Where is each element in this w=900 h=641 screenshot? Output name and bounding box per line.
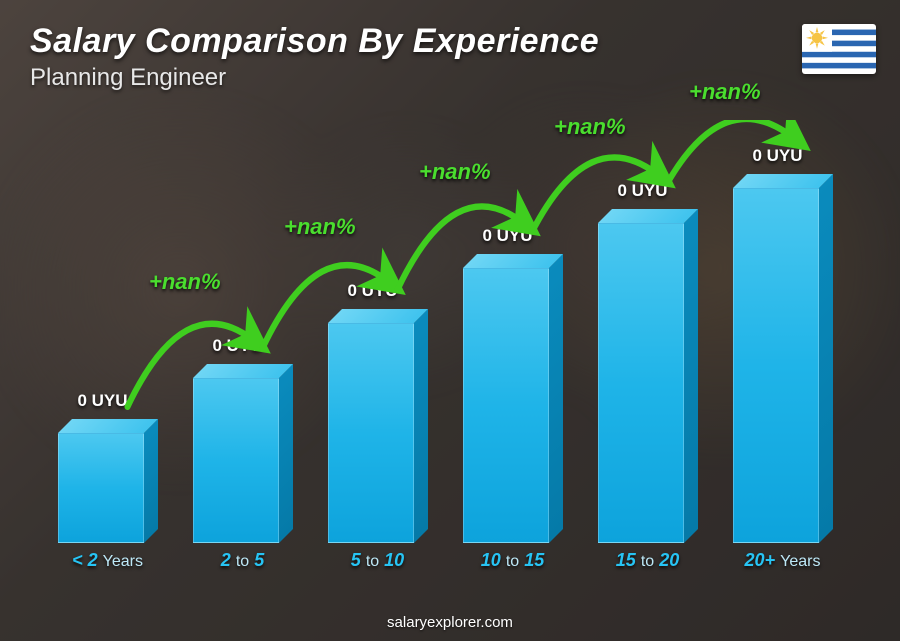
chart-subtitle: Planning Engineer (30, 64, 226, 92)
bar-3d (328, 323, 428, 543)
bar-3d (598, 223, 698, 543)
bar: 0 UYU (728, 188, 838, 543)
x-axis-label: 20+ Years (728, 550, 838, 571)
bar-3d (193, 378, 293, 543)
x-axis-label: < 2 Years (53, 550, 163, 571)
bar-chart: 0 UYU0 UYU0 UYU0 UYU0 UYU0 UYU +nan%+nan… (40, 120, 850, 571)
x-axis-label: 15 to 20 (593, 550, 703, 571)
bar-3d (733, 188, 833, 543)
chart-canvas: Salary Comparison By Experience Planning… (0, 0, 900, 641)
bar: 0 UYU (593, 223, 703, 543)
chart-title: Salary Comparison By Experience (30, 22, 599, 61)
bar-3d (463, 268, 563, 543)
bar-value-label: 0 UYU (718, 146, 838, 166)
country-flag-uruguay (802, 24, 876, 74)
bar: 0 UYU (458, 268, 568, 543)
bar: 0 UYU (323, 323, 433, 543)
bar-3d (58, 433, 158, 543)
x-axis-labels: < 2 Years 2 to 5 5 to 10 10 to 15 15 to 20 20… (40, 550, 850, 571)
flag-svg (802, 24, 876, 74)
bar: 0 UYU (188, 378, 298, 543)
bar-value-label: 0 UYU (178, 336, 298, 356)
footer-attribution: salaryexplorer.com (0, 614, 900, 631)
bar-value-label: 0 UYU (313, 281, 433, 301)
bar-value-label: 0 UYU (583, 181, 703, 201)
x-axis-label: 2 to 5 (188, 550, 298, 571)
bar-value-label: 0 UYU (448, 226, 568, 246)
x-axis-label: 5 to 10 (323, 550, 433, 571)
bar: 0 UYU (53, 433, 163, 543)
bars-container: 0 UYU0 UYU0 UYU0 UYU0 UYU0 UYU (40, 120, 850, 543)
bar-value-label: 0 UYU (43, 391, 163, 411)
x-axis-label: 10 to 15 (458, 550, 568, 571)
